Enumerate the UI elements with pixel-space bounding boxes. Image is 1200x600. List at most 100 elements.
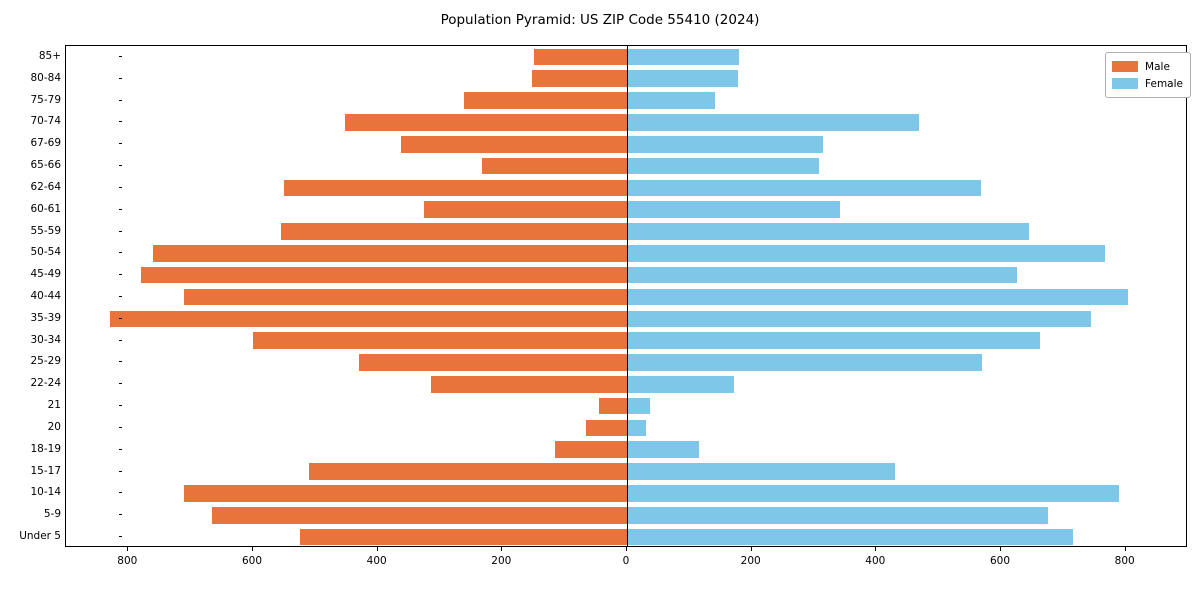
page-title: Population Pyramid: US ZIP Code 55410 (2… bbox=[440, 12, 760, 28]
bar-row bbox=[66, 114, 1186, 131]
x-axis-tick-mark bbox=[750, 547, 752, 551]
y-axis-tick-mark bbox=[118, 426, 122, 428]
y-axis-tick-label: 21 bbox=[48, 399, 122, 411]
y-axis-tick-mark bbox=[118, 208, 122, 210]
y-axis-tick-label: 35-39 bbox=[30, 312, 122, 324]
x-axis-ticks bbox=[65, 547, 1187, 587]
y-axis-tick-mark bbox=[118, 143, 122, 145]
bar-male bbox=[401, 135, 627, 153]
bar-female bbox=[627, 354, 983, 371]
y-axis-tick-mark bbox=[118, 361, 122, 363]
bar-male bbox=[424, 201, 627, 218]
x-axis-tick-mark bbox=[1124, 547, 1126, 551]
x-axis-tick-label: 400 bbox=[865, 555, 886, 567]
y-axis-tick-label: 50-54 bbox=[30, 246, 122, 258]
bar-row bbox=[66, 310, 1186, 328]
bar-female bbox=[627, 223, 1030, 240]
bar-female bbox=[627, 310, 1092, 328]
bar-female bbox=[627, 70, 738, 88]
x-axis-tick-mark bbox=[626, 547, 627, 551]
bar-row bbox=[66, 201, 1186, 218]
bar-male bbox=[481, 157, 627, 175]
bar-male bbox=[184, 485, 627, 502]
x-axis-tick-label: 800 bbox=[117, 555, 138, 567]
bar-male bbox=[586, 419, 627, 437]
y-axis-tick-mark bbox=[118, 536, 122, 538]
y-axis-tick-mark bbox=[118, 339, 122, 341]
y-axis-tick-label: Under 5 bbox=[19, 530, 122, 542]
bar-male bbox=[152, 245, 627, 262]
bar-male bbox=[345, 114, 627, 131]
x-axis-tick-mark bbox=[501, 547, 503, 551]
bar-female bbox=[627, 332, 1040, 349]
y-axis-tick-mark bbox=[118, 470, 122, 472]
y-axis-tick-mark bbox=[118, 448, 122, 450]
bar-male bbox=[533, 48, 627, 66]
bar-male bbox=[555, 441, 627, 459]
y-axis-tick-mark bbox=[118, 296, 122, 297]
y-axis-tick-mark bbox=[118, 230, 122, 232]
y-axis-tick-label: 65-66 bbox=[30, 159, 122, 171]
bar-male bbox=[430, 376, 627, 393]
bar-male bbox=[309, 463, 627, 480]
x-axis-tick-mark bbox=[875, 547, 877, 551]
y-axis-tick-label: 30-34 bbox=[30, 334, 122, 346]
bar-row bbox=[66, 223, 1186, 240]
bar-female bbox=[627, 114, 919, 131]
y-axis-tick-label: 55-59 bbox=[30, 225, 122, 237]
bar-female bbox=[627, 506, 1048, 524]
bar-female bbox=[627, 376, 735, 393]
x-axis-tick-label: 200 bbox=[740, 555, 761, 567]
bar-female bbox=[627, 245, 1106, 262]
legend-entry: Female bbox=[1112, 75, 1183, 92]
y-axis-tick-label: 25-29 bbox=[30, 355, 122, 367]
bar-male bbox=[109, 310, 627, 328]
legend-label: Female bbox=[1145, 77, 1183, 90]
bar-row bbox=[66, 157, 1186, 175]
bar-row bbox=[66, 266, 1186, 284]
bar-female bbox=[627, 528, 1073, 546]
x-axis-tick-label: 200 bbox=[491, 555, 512, 567]
bar-male bbox=[212, 506, 627, 524]
bar-male bbox=[532, 70, 627, 88]
y-axis-tick-mark bbox=[118, 186, 122, 188]
y-axis-tick-label: 80-84 bbox=[30, 72, 122, 84]
y-axis-tick-mark bbox=[118, 121, 122, 123]
bar-row bbox=[66, 354, 1186, 371]
legend-entry: Male bbox=[1112, 58, 1183, 75]
bar-row bbox=[66, 463, 1186, 480]
bar-row bbox=[66, 48, 1186, 66]
y-axis-tick-mark bbox=[118, 99, 122, 101]
bar-female bbox=[627, 397, 651, 415]
bar-row bbox=[66, 135, 1186, 153]
bar-row bbox=[66, 441, 1186, 459]
y-axis-tick-label: 75-79 bbox=[30, 94, 122, 106]
y-axis-tick-label: 85+ bbox=[39, 50, 122, 62]
bar-male bbox=[598, 397, 627, 415]
x-axis-tick-label: 600 bbox=[989, 555, 1011, 567]
bar-female bbox=[627, 485, 1120, 502]
y-axis-tick-label: 70-74 bbox=[30, 115, 122, 127]
x-axis-tick-mark bbox=[252, 547, 253, 551]
bar-female bbox=[627, 441, 699, 459]
bar-row bbox=[66, 92, 1186, 109]
x-axis-tick-label: 0 bbox=[622, 555, 630, 567]
bars-layer bbox=[66, 46, 1186, 546]
y-axis-tick-label: 18-19 bbox=[30, 443, 122, 455]
bar-male bbox=[358, 354, 627, 371]
bar-row bbox=[66, 288, 1186, 306]
bar-female bbox=[627, 463, 896, 480]
y-axis-tick-mark bbox=[118, 274, 122, 276]
bar-female bbox=[627, 266, 1017, 284]
chart-legend: Male Female bbox=[1105, 52, 1191, 98]
y-axis-tick-mark bbox=[118, 514, 122, 516]
y-axis-tick-label: 5-9 bbox=[44, 508, 122, 520]
legend-swatch-icon bbox=[1112, 78, 1139, 89]
bar-row bbox=[66, 419, 1186, 437]
y-axis-tick-label: 15-17 bbox=[30, 465, 122, 477]
y-axis-tick-label: 45-49 bbox=[30, 268, 122, 280]
y-axis-tick-mark bbox=[118, 77, 122, 79]
y-axis-tick-label: 40-44 bbox=[30, 290, 122, 302]
plot-area bbox=[65, 45, 1187, 547]
